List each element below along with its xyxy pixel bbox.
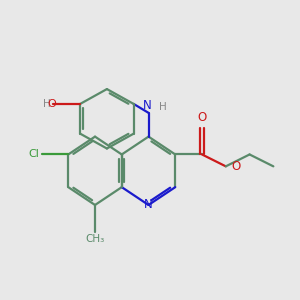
Text: H: H bbox=[43, 99, 51, 109]
Text: N: N bbox=[144, 199, 153, 212]
Text: O: O bbox=[47, 99, 56, 109]
Text: O: O bbox=[197, 111, 207, 124]
Text: N: N bbox=[143, 99, 152, 112]
Text: CH₃: CH₃ bbox=[85, 234, 105, 244]
Text: O: O bbox=[231, 160, 240, 173]
Text: H: H bbox=[159, 102, 167, 112]
Text: Cl: Cl bbox=[28, 149, 39, 160]
